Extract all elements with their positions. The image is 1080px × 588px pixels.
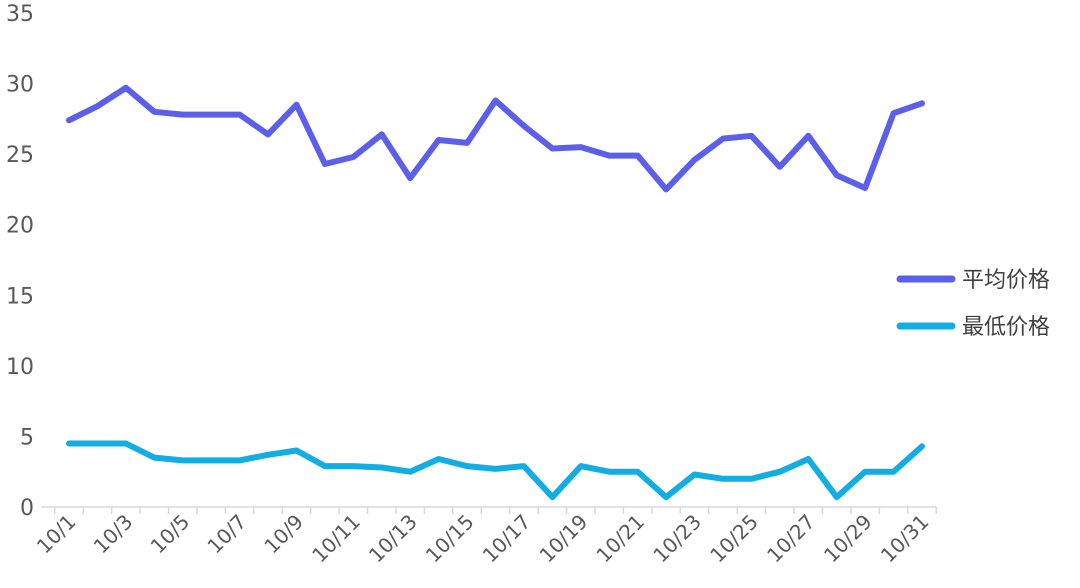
legend-label-avg: 平均价格 bbox=[962, 268, 1050, 293]
y-tick-label: 0 bbox=[20, 496, 34, 521]
x-tick-label: 10/13 bbox=[364, 510, 422, 568]
x-tick-label: 10/19 bbox=[535, 510, 593, 568]
x-tick-label: 10/3 bbox=[89, 510, 138, 559]
y-tick-label: 35 bbox=[6, 2, 34, 27]
x-tick-label: 10/11 bbox=[307, 510, 365, 568]
x-tick-label: 10/23 bbox=[648, 510, 706, 568]
legend-label-min: 最低价格 bbox=[962, 315, 1050, 340]
legend-item-avg: 平均价格 bbox=[896, 268, 1050, 293]
series-line-avg bbox=[66, 84, 925, 193]
series-line-min bbox=[66, 440, 925, 501]
x-tick-label: 10/5 bbox=[146, 510, 195, 559]
x-tick-label: 10/21 bbox=[591, 510, 649, 568]
x-tick-label: 10/15 bbox=[421, 510, 479, 568]
x-tick-label: 10/17 bbox=[478, 510, 536, 568]
x-tick-label: 10/27 bbox=[762, 510, 820, 568]
x-tick-label: 10/9 bbox=[259, 510, 308, 559]
x-tick-label: 10/31 bbox=[876, 510, 934, 568]
x-tick-label: 10/7 bbox=[202, 510, 251, 559]
legend: 平均价格 最低价格 bbox=[896, 268, 1050, 340]
y-tick-label: 5 bbox=[20, 425, 34, 450]
x-tick-label: 10/29 bbox=[819, 510, 877, 568]
y-tick-label: 10 bbox=[6, 355, 34, 380]
series-lines bbox=[66, 84, 925, 501]
x-axis-ticks: 10/1 10/3 10/5 10/7 10/9 10/11 10/13 10/15 10/17… bbox=[32, 507, 937, 568]
legend-item-min: 最低价格 bbox=[896, 315, 1050, 340]
y-axis-ticks: 0 5 10 15 20 25 30 35 bbox=[6, 2, 34, 521]
y-tick-label: 30 bbox=[6, 73, 34, 98]
y-tick-label: 20 bbox=[6, 214, 34, 239]
x-tick-label: 10/25 bbox=[705, 510, 763, 568]
y-tick-label: 15 bbox=[6, 284, 34, 309]
x-tick-label: 10/1 bbox=[32, 510, 81, 559]
y-tick-label: 25 bbox=[6, 143, 34, 168]
